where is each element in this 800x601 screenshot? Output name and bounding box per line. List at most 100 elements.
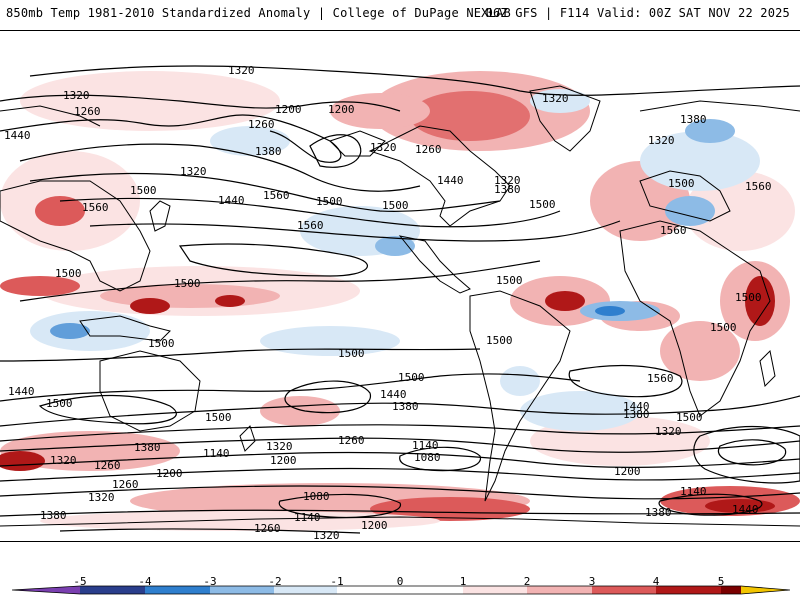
anomaly-patch bbox=[685, 119, 735, 143]
contour-label: 1320 bbox=[50, 454, 77, 467]
contour-label: 1440 bbox=[380, 388, 407, 401]
contour-label: 1500 bbox=[382, 199, 409, 212]
anomaly-patch bbox=[130, 298, 170, 314]
contour-label: 1260 bbox=[74, 105, 101, 118]
contour-label: 1440 bbox=[8, 385, 35, 398]
colorbar-tick: 1 bbox=[459, 575, 467, 588]
contour-line bbox=[29, 65, 800, 96]
siberia-outline bbox=[639, 100, 800, 112]
contour-label: 1560 bbox=[297, 219, 324, 232]
colorbar-tick: 5 bbox=[717, 575, 725, 588]
contour-label: 1140 bbox=[203, 447, 230, 460]
contour-line bbox=[693, 425, 800, 484]
contour-label: 1500 bbox=[55, 267, 82, 280]
colorbar-segment-zero bbox=[337, 586, 463, 594]
contour-label: 1560 bbox=[647, 372, 674, 385]
greenland-outline bbox=[529, 85, 601, 152]
colorbar-segment-n4 bbox=[80, 586, 145, 594]
contour-line bbox=[0, 395, 800, 427]
contour-label: 1500 bbox=[735, 291, 762, 304]
contour-label: 1500 bbox=[676, 411, 703, 424]
colorbar-tick: -4 bbox=[138, 575, 152, 588]
anomaly-patch bbox=[210, 126, 290, 156]
contour-label: 1440 bbox=[732, 503, 759, 516]
new-zealand-outline bbox=[239, 425, 256, 452]
height-contours bbox=[0, 65, 800, 534]
anomaly-patch bbox=[370, 497, 530, 521]
colorbar-tick: -2 bbox=[268, 575, 282, 588]
contour-label: 1500 bbox=[316, 195, 343, 208]
contour-label: 1500 bbox=[496, 274, 523, 287]
south-america-outline bbox=[469, 290, 571, 502]
contour-label: 1080 bbox=[414, 451, 441, 464]
contour-label: 1500 bbox=[398, 371, 425, 384]
anomaly-shading bbox=[0, 71, 800, 531]
contour-label: 1500 bbox=[130, 184, 157, 197]
colorbar bbox=[11, 582, 791, 596]
colorbar-segment-n5 bbox=[12, 586, 80, 594]
contour-line bbox=[29, 172, 501, 212]
colorbar-segment-n2 bbox=[210, 586, 274, 594]
anomaly-patch bbox=[35, 196, 85, 226]
map-panel[interactable]: 1320 1320 1260 1440 1200 1200 1260 1380 … bbox=[0, 30, 800, 542]
anomaly-patch bbox=[50, 323, 90, 339]
colorbar-tick: -5 bbox=[73, 575, 87, 588]
colorbar-tick: -3 bbox=[203, 575, 217, 588]
contour-label: 1380 bbox=[392, 400, 419, 413]
contour-label: 1380 bbox=[40, 509, 67, 522]
colorbar-segment-p5 bbox=[721, 586, 741, 594]
contour-label: 1440 bbox=[437, 174, 464, 187]
anomaly-patch bbox=[0, 276, 80, 296]
contour-label: 1260 bbox=[415, 143, 442, 156]
colorbar-tick: -1 bbox=[330, 575, 344, 588]
contour-label: 1140 bbox=[294, 511, 321, 524]
contour-label: 1320 bbox=[370, 141, 397, 154]
madagascar-outline bbox=[759, 349, 776, 388]
indonesia-outline bbox=[79, 315, 171, 342]
contour-label: 1260 bbox=[338, 434, 365, 447]
contour-label: 1320 bbox=[63, 89, 90, 102]
chart-title: 850mb Temp 1981-2010 Standardized Anomal… bbox=[6, 6, 511, 20]
contour-label: 1560 bbox=[745, 180, 772, 193]
contour-line bbox=[59, 528, 361, 534]
contour-label: 1320 bbox=[180, 165, 207, 178]
contour-label: 1320 bbox=[494, 174, 521, 187]
contour-line bbox=[178, 243, 369, 277]
colorbar-labels: -5 -4 -3 -2 -1 0 1 2 3 4 5 bbox=[0, 575, 800, 589]
contour-label: 1380 bbox=[680, 113, 707, 126]
contour-label: 1440 bbox=[623, 400, 650, 413]
contour-label: 1500 bbox=[668, 177, 695, 190]
anomaly-patch bbox=[40, 511, 440, 531]
contour-line bbox=[0, 451, 800, 468]
contour-label: 1560 bbox=[660, 224, 687, 237]
contour-label: 1380 bbox=[645, 506, 672, 519]
contour-line bbox=[658, 493, 763, 516]
anomaly-patch bbox=[685, 171, 795, 251]
contour-label: 1500 bbox=[529, 198, 556, 211]
anomaly-patch bbox=[640, 131, 760, 191]
contour-label: 1200 bbox=[361, 519, 388, 532]
japan-outline bbox=[149, 200, 171, 232]
contour-label: 1320 bbox=[313, 529, 340, 541]
contour-line bbox=[19, 143, 421, 192]
contour-line bbox=[0, 424, 800, 442]
contour-label: 1500 bbox=[46, 397, 73, 410]
siberia-outline-west bbox=[0, 105, 101, 127]
central-america-outline bbox=[398, 235, 471, 294]
contour-line bbox=[399, 446, 481, 472]
contour-label: 1080 bbox=[303, 490, 330, 503]
run-info: 06Z GFS | F114 Valid: 00Z SAT NOV 22 202… bbox=[485, 6, 790, 20]
colorbar-tick: 2 bbox=[523, 575, 531, 588]
contour-label: 1500 bbox=[174, 277, 201, 290]
contour-line bbox=[0, 114, 342, 163]
contour-label: 1320 bbox=[655, 425, 682, 438]
contour-label: 1500 bbox=[148, 337, 175, 350]
colorbar-segment-p3 bbox=[592, 586, 656, 594]
contour-label: 1440 bbox=[218, 194, 245, 207]
contour-line bbox=[309, 134, 362, 168]
contour-label: 1320 bbox=[648, 134, 675, 147]
anomaly-patch bbox=[705, 499, 775, 513]
contour-label: 1320 bbox=[542, 92, 569, 105]
alaska-outline bbox=[329, 130, 386, 157]
contour-labels: 1320 1320 1260 1440 1200 1200 1260 1380 … bbox=[4, 64, 772, 541]
